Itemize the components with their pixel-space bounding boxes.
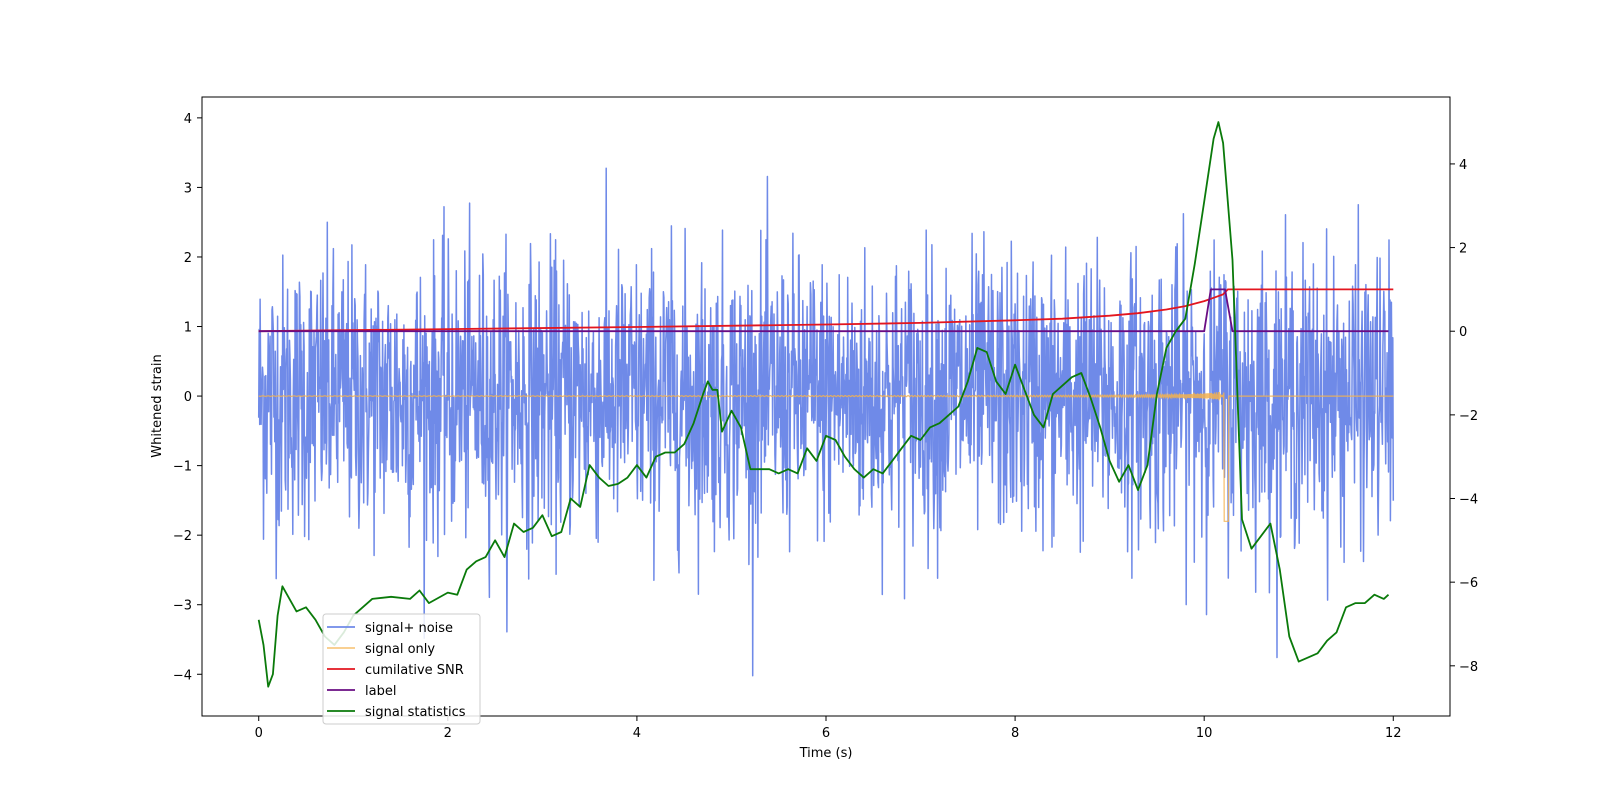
y2-tick-label: −4 (1459, 493, 1478, 508)
series-group (257, 121, 1395, 688)
y-tick-label: 2 (184, 251, 192, 266)
x-tick-label: 12 (1385, 726, 1402, 741)
x-tick-label: 10 (1196, 726, 1213, 741)
x-tick-label: 8 (1011, 726, 1019, 741)
legend: signal+ noise signal only cumilative SNR la… (322, 613, 481, 725)
legend-label: label (365, 684, 396, 699)
y-axis-left: −4 −3 −2 −1 0 1 2 3 4 (173, 112, 202, 683)
y-axis-label: Whitened strain (150, 354, 165, 457)
y-tick-label: −2 (173, 529, 192, 544)
series-signal-statistics (257, 121, 1390, 688)
legend-label: signal statistics (365, 705, 466, 720)
y2-tick-label: −2 (1459, 409, 1478, 424)
y-axis-right: −8 −6 −4 −2 0 2 4 (1450, 158, 1478, 675)
y-tick-label: −1 (173, 460, 192, 475)
y-tick-label: −3 (173, 599, 192, 614)
x-tick-label: 0 (255, 726, 263, 741)
series-signal-only (258, 391, 1394, 522)
y-tick-label: 4 (184, 112, 192, 127)
x-axis-label: Time (s) (799, 746, 853, 761)
x-tick-label: 6 (822, 726, 830, 741)
y-tick-label: 1 (184, 321, 192, 336)
y2-tick-label: 2 (1459, 242, 1467, 257)
x-tick-label: 4 (633, 726, 641, 741)
series-cumulative-snr (258, 288, 1394, 333)
y-tick-label: 0 (184, 390, 192, 405)
legend-label: cumilative SNR (365, 663, 464, 678)
legend-label: signal only (365, 642, 435, 657)
y2-tick-label: −6 (1459, 576, 1478, 591)
x-tick-label: 2 (444, 726, 452, 741)
legend-label: signal+ noise (365, 621, 453, 636)
series-label (258, 288, 1389, 333)
y2-tick-label: 0 (1459, 325, 1467, 340)
legend-box (322, 613, 481, 725)
y2-tick-label: 4 (1459, 158, 1467, 173)
y-tick-label: 3 (184, 181, 192, 196)
y-tick-label: −4 (173, 668, 192, 683)
y2-tick-label: −8 (1459, 660, 1478, 675)
